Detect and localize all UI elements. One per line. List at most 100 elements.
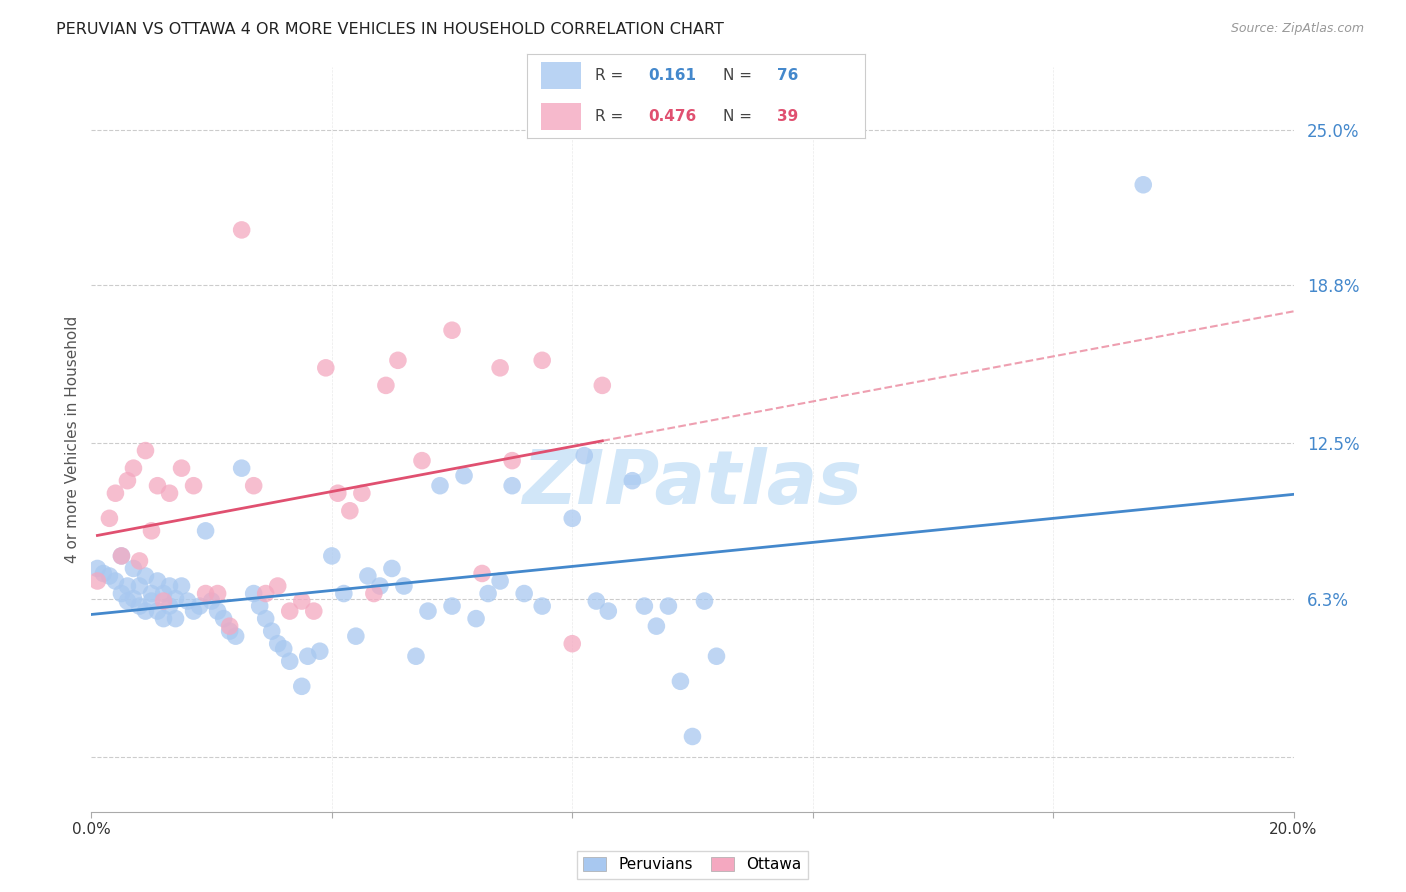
Point xyxy=(267,579,290,593)
Point xyxy=(170,579,193,593)
Point xyxy=(165,612,187,626)
Point xyxy=(381,561,404,575)
Point xyxy=(411,453,433,467)
Point xyxy=(231,461,253,475)
Text: R =: R = xyxy=(595,109,628,124)
Point xyxy=(249,599,271,613)
Point xyxy=(212,612,235,626)
Point xyxy=(128,599,150,613)
Point xyxy=(134,569,156,583)
Text: 39: 39 xyxy=(778,109,799,124)
Point xyxy=(531,599,554,613)
Point xyxy=(501,453,523,467)
Point xyxy=(146,479,169,493)
Point xyxy=(152,586,174,600)
Point xyxy=(159,486,181,500)
Point xyxy=(321,549,343,563)
Point xyxy=(93,566,115,581)
Point xyxy=(141,594,163,608)
Point xyxy=(98,511,121,525)
Point xyxy=(681,730,703,744)
Point xyxy=(315,360,337,375)
Point xyxy=(387,353,409,368)
Point xyxy=(561,637,583,651)
Point xyxy=(561,511,583,525)
Point xyxy=(598,604,620,618)
Point xyxy=(86,574,108,588)
Point xyxy=(291,679,314,693)
Point xyxy=(278,604,301,618)
Text: 0.476: 0.476 xyxy=(648,109,697,124)
Point xyxy=(363,586,385,600)
Point xyxy=(194,524,217,538)
Point xyxy=(110,549,132,563)
Point xyxy=(254,612,277,626)
Point xyxy=(392,579,415,593)
Point xyxy=(231,223,253,237)
Point xyxy=(225,629,247,643)
Point xyxy=(1132,178,1154,192)
Point xyxy=(207,604,229,618)
Point xyxy=(104,574,127,588)
Text: PERUVIAN VS OTTAWA 4 OR MORE VEHICLES IN HOUSEHOLD CORRELATION CHART: PERUVIAN VS OTTAWA 4 OR MORE VEHICLES IN… xyxy=(56,22,724,37)
Point xyxy=(183,479,205,493)
Text: N =: N = xyxy=(723,68,756,83)
Point xyxy=(465,612,488,626)
Point xyxy=(134,443,156,458)
Point xyxy=(128,579,150,593)
Point xyxy=(110,586,132,600)
Point xyxy=(621,474,644,488)
Point xyxy=(308,644,330,658)
Point xyxy=(122,591,145,606)
Point xyxy=(141,586,163,600)
Point xyxy=(218,624,240,639)
Point xyxy=(531,353,554,368)
Point xyxy=(152,594,174,608)
Point xyxy=(574,449,596,463)
Point xyxy=(218,619,240,633)
Point xyxy=(122,461,145,475)
Point xyxy=(146,574,169,588)
Point xyxy=(344,629,367,643)
Point xyxy=(585,594,607,608)
Point xyxy=(302,604,325,618)
Point xyxy=(333,586,356,600)
Point xyxy=(633,599,655,613)
Point xyxy=(159,579,181,593)
Point xyxy=(183,604,205,618)
Point xyxy=(513,586,536,600)
Point xyxy=(98,569,121,583)
Point xyxy=(416,604,439,618)
Point xyxy=(134,604,156,618)
Y-axis label: 4 or more Vehicles in Household: 4 or more Vehicles in Household xyxy=(65,316,80,563)
Point xyxy=(117,594,139,608)
Point xyxy=(440,323,463,337)
Point xyxy=(291,594,314,608)
Point xyxy=(141,524,163,538)
Point xyxy=(122,561,145,575)
Text: Source: ZipAtlas.com: Source: ZipAtlas.com xyxy=(1230,22,1364,36)
Point xyxy=(645,619,668,633)
Point xyxy=(339,504,361,518)
Point xyxy=(368,579,391,593)
Point xyxy=(117,579,139,593)
Text: N =: N = xyxy=(723,109,756,124)
Point xyxy=(242,479,264,493)
Point xyxy=(146,604,169,618)
Point xyxy=(669,674,692,689)
Point xyxy=(254,586,277,600)
Point xyxy=(201,594,224,608)
Point xyxy=(104,486,127,500)
Point xyxy=(405,649,427,664)
Point xyxy=(374,378,396,392)
Point xyxy=(260,624,283,639)
Point xyxy=(110,549,132,563)
Point xyxy=(501,479,523,493)
Text: 0.161: 0.161 xyxy=(648,68,697,83)
Point xyxy=(350,486,373,500)
Point xyxy=(207,586,229,600)
Point xyxy=(117,474,139,488)
Point xyxy=(194,586,217,600)
Text: 76: 76 xyxy=(778,68,799,83)
Point xyxy=(273,641,295,656)
